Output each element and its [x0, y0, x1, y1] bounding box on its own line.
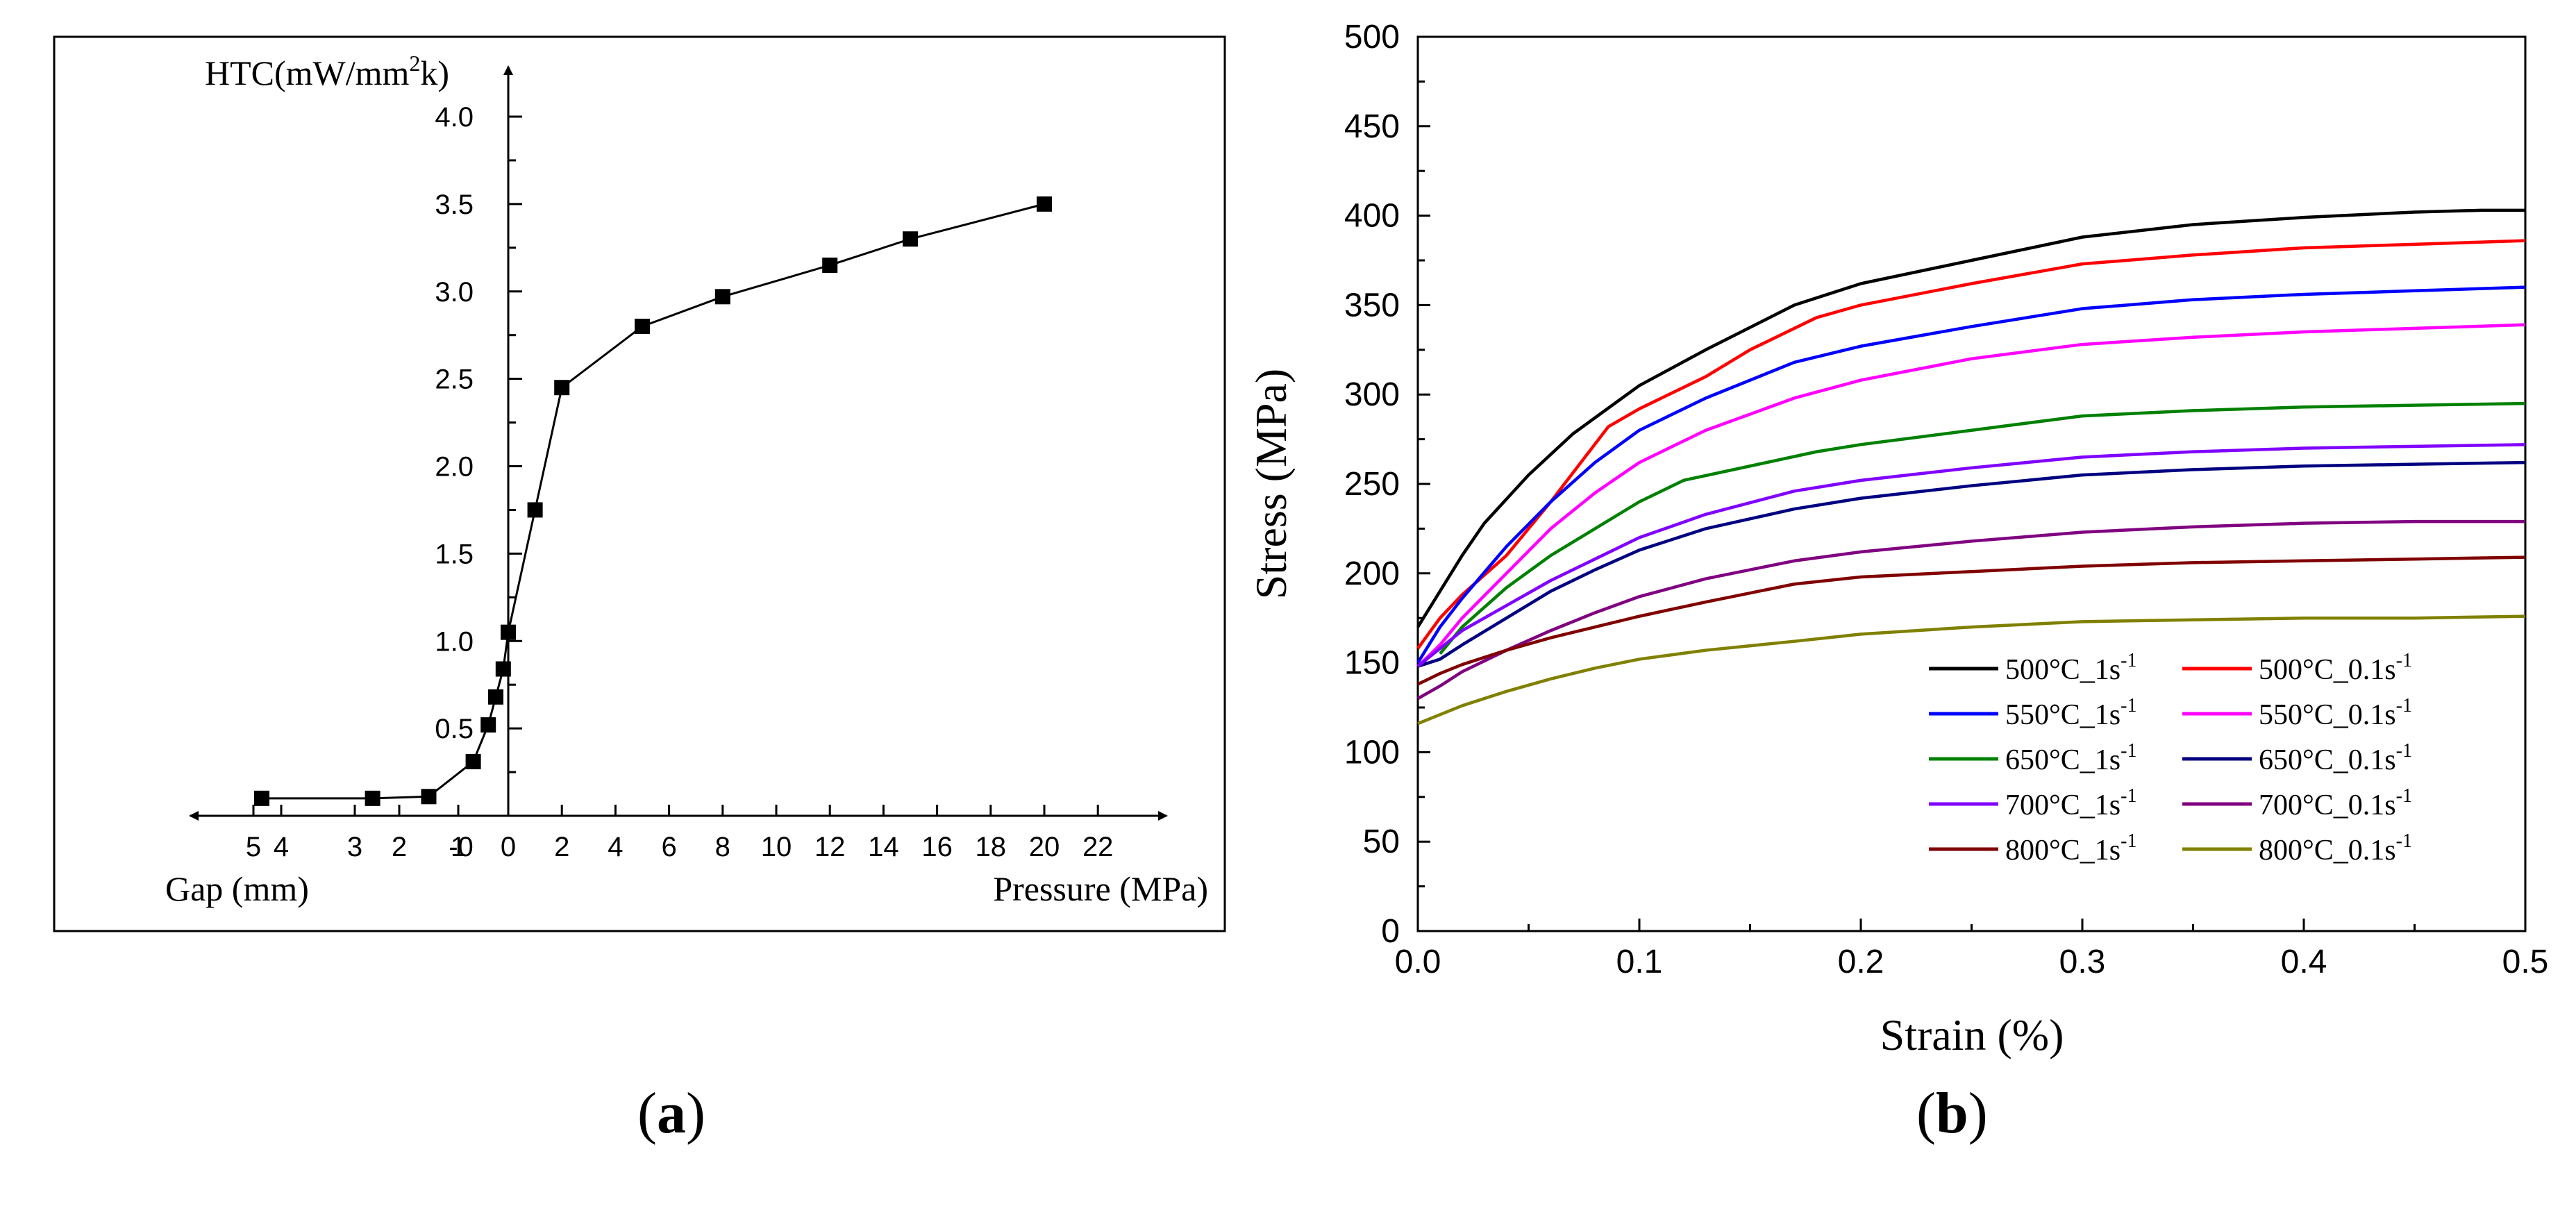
caption-b: (b) [1916, 1081, 1988, 1146]
chart-a-marker [480, 717, 496, 733]
chart-a-marker [501, 624, 516, 640]
chart-b-legend-label: 550°C_0.1s-1 [2259, 695, 2412, 731]
chart-a-marker [714, 289, 730, 305]
chart-a-marker [554, 380, 570, 396]
chart-b-series-line [1416, 285, 2526, 664]
chart-b-legend-label: 700°C_1s-1 [2005, 785, 2136, 821]
chart-b-legend-label: 700°C_0.1s-1 [2259, 785, 2412, 821]
chart-a-marker [822, 257, 838, 273]
chart-b-series-line [1416, 443, 2526, 668]
chart-a-negzero-label: -0 [449, 832, 474, 862]
chart-a-xtick-label: 22 [1082, 832, 1114, 862]
chart-b-series-line [1417, 460, 2526, 668]
chart-a-marker [365, 790, 380, 806]
chart-a-ytick-label: 3.0 [435, 277, 474, 308]
chart-a-marker [1037, 196, 1052, 212]
chart-b-ytick-label: 100 [1344, 734, 1400, 771]
chart-a-ytick-label: 2.0 [435, 452, 474, 483]
chart-b-x-label: Strain (%) [1880, 1010, 2064, 1060]
chart-b-series-line [1416, 519, 2525, 701]
chart-b-xtick-label: 0.1 [1616, 944, 1663, 980]
chart-b-ytick-label: 50 [1363, 823, 1400, 860]
chart-b-y-label: Stress (MPa) [1246, 369, 1296, 599]
chart-b-legend-label: 500°C_1s-1 [2005, 650, 2136, 686]
chart-a-xtick-label: 12 [814, 832, 846, 862]
chart-b-legend-label: 800°C_0.1s-1 [2259, 830, 2412, 866]
chart-b-legend-label: 650°C_1s-1 [2005, 740, 2136, 776]
chart-b-series-line [1416, 323, 2526, 668]
chart-a-ytick-label: 3.5 [435, 190, 474, 220]
chart-a-xtick-label: 16 [921, 832, 953, 862]
chart-b-series-line [1417, 555, 2526, 686]
chart-b-xtick-label: 0.5 [2502, 944, 2549, 980]
chart-b: 0 50 100 150 200 250 300 350 400 450 500 0.0 0.1 0.2 0… [1246, 19, 2548, 1060]
chart-a-marker [495, 661, 511, 677]
chart-a-ytick-label: 0.5 [435, 714, 474, 744]
chart-b-ytick-label: 300 [1344, 376, 1400, 413]
chart-b-xtick-label: 0.4 [2281, 944, 2327, 980]
chart-a-gap-tick-label: 2 [392, 832, 407, 862]
chart-b-xtick-label: 0.0 [1395, 944, 1441, 980]
chart-b-ytick-label: 350 [1344, 287, 1400, 324]
chart-a-y-label: HTC(mW/mm2k) [205, 51, 449, 92]
chart-b-xtick-label: 0.2 [1838, 944, 1884, 980]
chart-b-ytick-label: 400 [1344, 198, 1400, 235]
chart-b-legend-label: 650°C_0.1s-1 [2259, 740, 2412, 776]
chart-b-ytick-label: 500 [1344, 19, 1400, 56]
chart-b-xtick-label: 0.3 [2059, 944, 2106, 980]
chart-b-ytick-label: 200 [1344, 555, 1400, 592]
chart-a-gap-tick-label: 4 [274, 832, 289, 862]
chart-a-ytick-label: 1.0 [435, 626, 474, 657]
chart-a-frame [53, 35, 1226, 932]
chart-b-ytick-label: 450 [1344, 108, 1400, 145]
chart-a-marker [527, 502, 543, 518]
chart-a-ytick-label: 4.0 [435, 102, 474, 133]
chart-a-zero-label: 0 [501, 832, 516, 862]
chart-a: 0.51.01.52.02.53.03.54.0 2 4 6 8 10 12 14 16 18 2… [53, 35, 1226, 932]
chart-a-xtick-label: 2 [554, 832, 569, 862]
chart-a-gap-tick-label: 1 [451, 832, 466, 862]
caption-a: (a) [637, 1081, 705, 1146]
chart-a-ytick-label: 2.5 [435, 365, 474, 395]
chart-a-marker [635, 319, 650, 335]
chart-a-marker [254, 790, 269, 806]
chart-a-xtick-label: 20 [1029, 832, 1060, 862]
chart-a-x-label-left: Gap (mm) [165, 869, 309, 908]
chart-a-gap-tick-label: 3 [347, 832, 362, 862]
chart-b-legend-label: 800°C_1s-1 [2005, 830, 2136, 866]
chart-a-gap-tick-label: 5 [246, 832, 261, 862]
chart-a-xtick-label: 14 [868, 832, 899, 862]
chart-b-series-line [1416, 208, 2525, 628]
chart-a-ytick-label: 1.5 [435, 539, 474, 569]
chart-a-x-label-right: Pressure (MPa) [993, 869, 1208, 908]
chart-b-ytick-label: 0 [1381, 913, 1400, 950]
chart-a-xtick-label: 6 [661, 832, 676, 862]
chart-b-legend-label: 550°C_1s-1 [2005, 695, 2136, 731]
chart-a-marker [465, 753, 481, 769]
chart-a-xtick-label: 10 [761, 832, 792, 862]
chart-a-xtick-label: 4 [608, 832, 623, 862]
chart-a-marker [488, 689, 503, 705]
chart-a-xtick-label: 18 [976, 832, 1007, 862]
chart-b-series-line [1416, 239, 2526, 650]
chart-b-ytick-label: 150 [1344, 645, 1400, 682]
chart-a-marker [903, 231, 918, 247]
chart-b-legend-label: 500°C_0.1s-1 [2259, 650, 2412, 686]
chart-b-legend: 500°C_1s-1 500°C_0.1s-1 550°C_1s-1 550°C_0.… [1929, 650, 2412, 866]
chart-b-series-line [1439, 401, 2526, 655]
chart-a-xtick-label: 8 [715, 832, 730, 862]
chart-b-series-line [1417, 614, 2526, 726]
chart-a-marker [421, 789, 437, 805]
chart-b-ytick-label: 250 [1344, 466, 1400, 503]
